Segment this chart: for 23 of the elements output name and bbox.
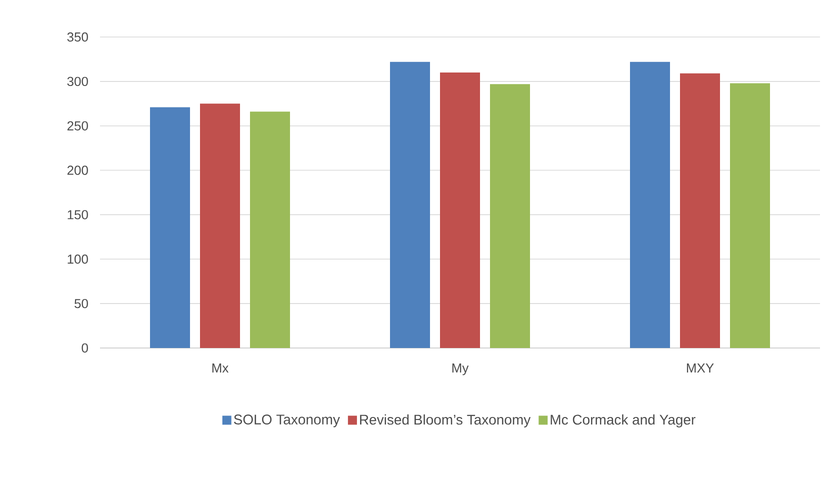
- bar: [390, 62, 430, 348]
- bar: [200, 104, 240, 348]
- bar: [440, 72, 480, 348]
- y-tick-label: 50: [74, 298, 88, 308]
- bar: [730, 83, 770, 348]
- bar: [680, 73, 720, 348]
- y-tick-label: 150: [68, 210, 88, 220]
- x-tick-label: MXY: [686, 364, 714, 372]
- y-tick-label: 100: [68, 254, 88, 264]
- y-tick-label: 0: [82, 343, 88, 353]
- x-tick-label: My: [452, 364, 469, 376]
- y-tick-label: 200: [67, 166, 88, 175]
- bar: [490, 84, 530, 348]
- y-tick-label: 250: [67, 121, 88, 130]
- legend-label: SOLO Taxonomy: [234, 414, 340, 428]
- bar: [630, 62, 670, 348]
- legend-label: Revised Bloom’s Taxonomy: [360, 414, 531, 428]
- bar: [250, 112, 290, 348]
- y-tick-label: 300: [67, 76, 88, 86]
- y-tick-label: 350: [67, 32, 88, 42]
- x-tick-label: Mx: [212, 364, 229, 372]
- legend-label: Mc Cormack and Yager: [550, 414, 696, 428]
- bar: [150, 107, 190, 348]
